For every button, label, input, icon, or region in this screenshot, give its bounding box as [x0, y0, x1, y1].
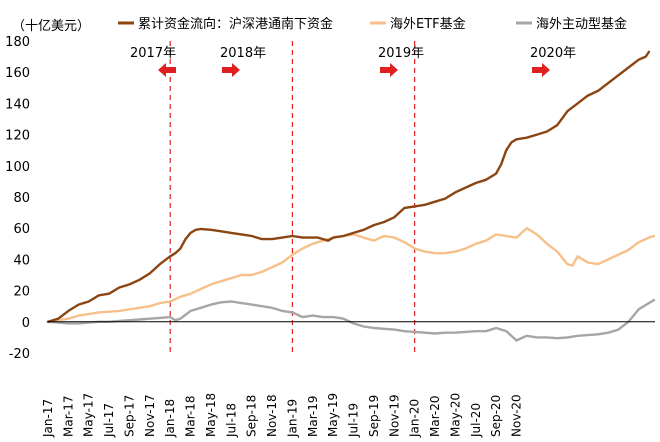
x-tick-label: Jul-19 [347, 403, 361, 438]
legend-label-series-1: 累计资金流向：沪深港通南下资金 [138, 16, 333, 32]
x-tick-label: Nov-20 [509, 394, 523, 437]
y-tick-label: 180 [5, 35, 30, 50]
x-tick-label: Sep-17 [122, 395, 136, 437]
year-label: 2019年 [378, 46, 424, 61]
series-line-2 [46, 227, 656, 323]
series-line-1 [46, 50, 651, 323]
y-axis-label: （十亿美元） [12, 19, 90, 34]
series-line-3 [46, 298, 656, 342]
year-annotations: 2017年 2018年 2019年 2020年 [130, 46, 576, 77]
year-label: 2018年 [220, 46, 266, 61]
year-dividers [169, 41, 416, 353]
arrow-left-icon [158, 63, 176, 77]
x-tick-label: May-20 [448, 393, 462, 437]
y-axis-ticks: 180 160 140 120 100 80 60 40 20 0 -20 [5, 35, 30, 362]
x-tick-label: May-18 [204, 393, 218, 437]
legend: 累计资金流向：沪深港通南下资金 海外ETF基金 海外主动型基金 [118, 16, 627, 32]
y-tick-label: 140 [5, 97, 30, 112]
y-tick-label: 0 [22, 316, 30, 331]
x-tick-label: Nov-19 [387, 394, 401, 437]
x-tick-label: Nov-18 [265, 394, 279, 437]
x-tick-label: Sep-20 [489, 395, 503, 437]
x-tick-label: Jan-18 [163, 399, 177, 438]
x-tick-label: Nov-17 [143, 394, 157, 437]
y-tick-label: 120 [5, 129, 30, 144]
y-tick-label: 100 [5, 160, 30, 175]
legend-label-series-2: 海外ETF基金 [390, 16, 466, 32]
y-tick-label: 80 [13, 191, 30, 206]
x-tick-label: Jan-19 [285, 399, 299, 438]
y-tick-label: 20 [13, 285, 30, 300]
x-tick-label: Jul-18 [224, 403, 238, 438]
year-label: 2017年 [130, 46, 176, 61]
x-axis-ticks: Jan-17 Mar-17 May-17 Jul-17 Sep-17 Nov-17 Jan-… [41, 393, 523, 438]
year-label: 2020年 [530, 46, 576, 61]
x-tick-label: Mar-20 [428, 396, 442, 437]
y-tick-label: 160 [5, 66, 30, 81]
x-tick-label: Sep-19 [367, 395, 381, 437]
series-lines [46, 50, 656, 342]
y-tick-label: 40 [13, 253, 30, 268]
x-tick-label: Sep-18 [245, 395, 259, 437]
x-tick-label: Mar-19 [306, 396, 320, 437]
arrow-right-icon [532, 63, 550, 77]
legend-label-series-3: 海外主动型基金 [536, 16, 627, 32]
x-tick-label: Mar-17 [61, 396, 75, 437]
y-tick-label: 60 [13, 222, 30, 237]
x-tick-label: Jul-17 [102, 403, 116, 438]
x-tick-label: May-19 [326, 393, 340, 437]
arrow-right-icon [380, 63, 398, 77]
y-tick-label: -20 [9, 347, 30, 362]
x-tick-label: Jan-20 [408, 399, 422, 438]
x-tick-label: Jul-20 [469, 403, 483, 438]
arrow-right-icon [222, 63, 240, 77]
x-tick-label: May-17 [82, 393, 96, 437]
x-tick-label: Mar-18 [184, 396, 198, 437]
x-tick-label: Jan-17 [41, 399, 55, 438]
